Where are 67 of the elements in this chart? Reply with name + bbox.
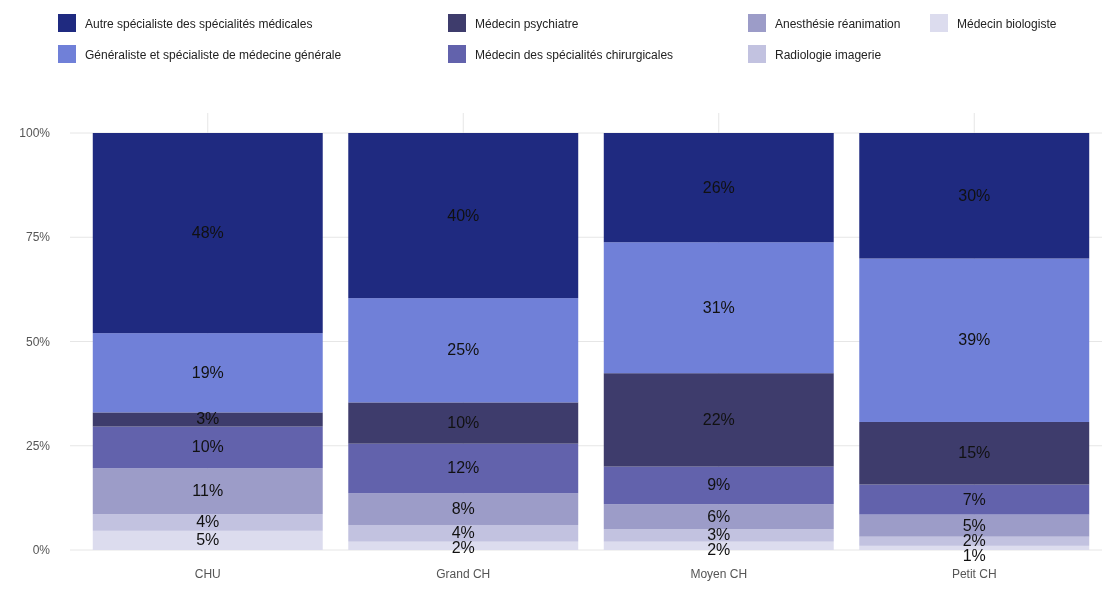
data-label: 3% bbox=[196, 410, 220, 428]
bar bbox=[92, 412, 323, 427]
data-label: 30% bbox=[958, 186, 991, 204]
data-label: 7% bbox=[962, 490, 986, 508]
data-label: 31% bbox=[702, 298, 735, 316]
bar bbox=[859, 484, 1090, 515]
x-tick-label: Grand CH bbox=[436, 567, 491, 581]
bar bbox=[603, 242, 834, 374]
data-label: 25% bbox=[447, 341, 480, 359]
data-label: 26% bbox=[702, 178, 735, 196]
bar bbox=[859, 258, 1090, 422]
bar bbox=[92, 426, 323, 469]
data-label: 5% bbox=[196, 531, 220, 549]
data-label: 40% bbox=[447, 206, 480, 224]
bar bbox=[603, 373, 834, 467]
data-label: 2% bbox=[451, 539, 475, 557]
bar bbox=[348, 443, 579, 494]
bar bbox=[348, 133, 579, 299]
bar bbox=[603, 133, 834, 243]
y-tick-label: 0% bbox=[32, 543, 51, 557]
y-tick-label: 25% bbox=[25, 438, 51, 453]
bar bbox=[92, 333, 323, 413]
data-label: 1% bbox=[962, 547, 986, 565]
bar bbox=[348, 493, 579, 525]
bar bbox=[603, 504, 834, 530]
legend-label: Autre spécialiste des spécialités médicales bbox=[85, 17, 313, 31]
x-tick-label: Moyen CH bbox=[690, 567, 748, 581]
data-label: 2% bbox=[962, 532, 986, 550]
data-label: 22% bbox=[702, 410, 735, 428]
bar bbox=[348, 524, 579, 542]
data-label: 4% bbox=[196, 513, 220, 531]
data-label: 5% bbox=[962, 516, 986, 534]
data-label: 19% bbox=[191, 363, 224, 381]
data-label: 8% bbox=[451, 500, 475, 518]
y-tick-label: 50% bbox=[25, 334, 51, 349]
data-label: 3% bbox=[707, 526, 731, 544]
data-label: 4% bbox=[451, 524, 475, 542]
bar bbox=[348, 298, 579, 403]
data-label: 10% bbox=[447, 414, 480, 432]
legend-label: Anesthésie réanimation bbox=[775, 17, 901, 31]
bar bbox=[859, 536, 1090, 546]
x-tick-label: Petit CH bbox=[951, 567, 997, 581]
bar bbox=[92, 514, 323, 531]
bar bbox=[859, 421, 1090, 485]
data-label: 2% bbox=[707, 541, 731, 559]
y-tick-label: 100% bbox=[19, 126, 51, 140]
data-label: 9% bbox=[707, 476, 731, 494]
bar bbox=[603, 529, 834, 542]
legend-label: Radiologie imagerie bbox=[775, 48, 882, 62]
legend-label: Médecin psychiatre bbox=[475, 17, 579, 31]
bar bbox=[859, 133, 1090, 259]
bar bbox=[92, 468, 323, 515]
data-label: 11% bbox=[192, 482, 224, 500]
legend-label: Médecin des spécialités chirurgicales bbox=[475, 48, 674, 62]
bar bbox=[92, 133, 323, 334]
data-label: 15% bbox=[958, 444, 991, 462]
bar bbox=[348, 402, 579, 444]
data-label: 10% bbox=[191, 438, 224, 456]
data-label: 39% bbox=[958, 331, 991, 349]
y-tick-label: 75% bbox=[25, 230, 51, 245]
bar bbox=[603, 466, 834, 505]
data-label: 6% bbox=[707, 507, 731, 525]
x-tick-label: CHU bbox=[194, 567, 221, 581]
data-label: 12% bbox=[447, 459, 480, 477]
legend-label: Médecin biologiste bbox=[957, 17, 1057, 31]
data-label: 48% bbox=[191, 224, 224, 242]
legend-label: Généraliste et spécialiste de médecine générale bbox=[85, 48, 342, 62]
